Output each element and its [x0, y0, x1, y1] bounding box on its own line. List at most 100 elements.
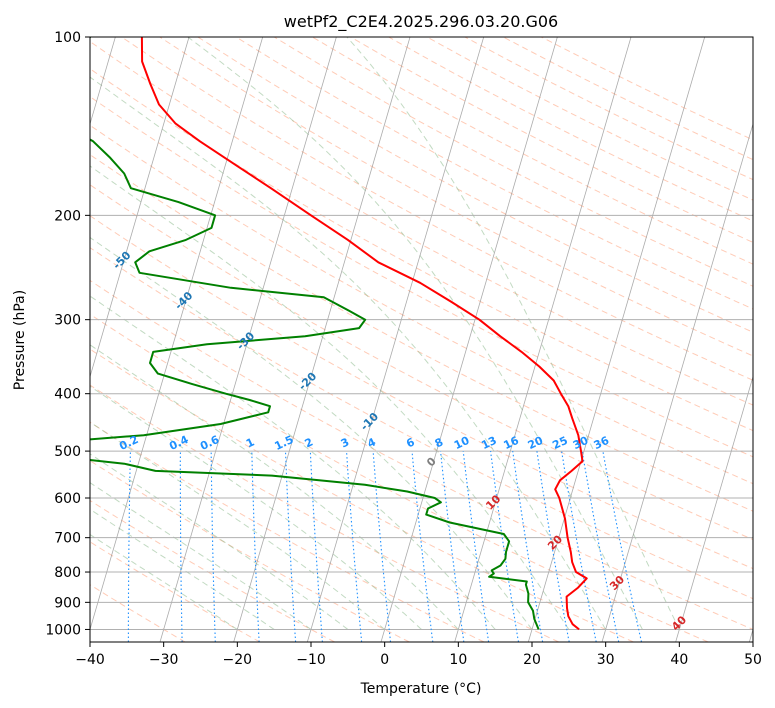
- isotherm-line: [306, 37, 485, 642]
- moist-adiabat: [187, 37, 643, 630]
- isotherm-label: -50: [110, 249, 133, 272]
- dry-adiabat: [388, 37, 753, 222]
- x-tick-label: 30: [597, 652, 615, 668]
- dry-adiabat: [90, 384, 559, 642]
- dry-adiabat: [197, 37, 753, 333]
- y-tick-label: 1000: [45, 622, 81, 638]
- dry-adiabat: [90, 421, 485, 642]
- mixing-ratio-line: [372, 451, 392, 642]
- y-tick-label: 500: [54, 444, 81, 460]
- mixing-ratio-line: [581, 451, 620, 642]
- x-tick-label: 50: [744, 652, 762, 668]
- dry-adiabat: [90, 541, 261, 642]
- x-tick-label: 20: [523, 652, 541, 668]
- isotherm-line: [90, 37, 190, 379]
- isotherm-label: -30: [234, 329, 257, 352]
- mixing-ratio-label: 36: [592, 434, 612, 452]
- mixing-ratio-line: [462, 451, 490, 642]
- moist-adiabat: [90, 482, 312, 630]
- mixing-ratio-label: 1: [244, 435, 256, 450]
- x-tick-label: 40: [670, 652, 688, 668]
- mixing-ratio-label: 0.4: [167, 433, 190, 453]
- isotherm-line: [601, 122, 753, 642]
- mixing-ratio-line: [512, 451, 544, 642]
- isotherm-line: [90, 37, 264, 631]
- mixing-ratio-label: 16: [502, 434, 522, 452]
- temperature-profile-line: [140, 37, 588, 631]
- dry-adiabat: [90, 247, 753, 600]
- moist-adiabat: [90, 508, 275, 630]
- mixing-ratio-line: [345, 451, 363, 642]
- dry-adiabat: [90, 499, 335, 642]
- y-tick-label: 600: [54, 491, 81, 507]
- moist-adiabat: [90, 76, 607, 630]
- isotherm-label: -40: [172, 289, 195, 312]
- dry-adiabat: [273, 37, 753, 287]
- mixing-ratio-line: [490, 451, 520, 642]
- isotherm-label: -10: [358, 410, 381, 433]
- x-tick-label: −40: [75, 652, 105, 668]
- dry-adiabat: [464, 37, 753, 181]
- y-axis-label: Pressure (hPa): [12, 290, 28, 390]
- isotherm-line: [527, 37, 706, 642]
- isotherm-label: 10: [483, 492, 503, 512]
- dry-adiabat: [90, 154, 753, 512]
- moist-adiabat: [90, 295, 496, 630]
- dewpoint-profile-line: [90, 37, 540, 630]
- isotherm-label: 40: [669, 613, 689, 633]
- mixing-ratio-label: 1.5: [272, 433, 295, 453]
- isotherm-label: 30: [607, 573, 627, 593]
- isotherm-line: [159, 37, 337, 642]
- isotherm-line: [454, 37, 632, 642]
- dry-adiabat: [90, 348, 634, 642]
- moist-adiabat: [90, 421, 385, 630]
- isotherm-line: [233, 37, 411, 642]
- isotherm-line: [380, 37, 558, 642]
- mixing-ratio-line: [439, 451, 465, 642]
- moist-adiabat: [346, 37, 680, 630]
- x-tick-label: −30: [149, 652, 179, 668]
- mixing-ratio-label: 0.6: [198, 433, 221, 453]
- dry-adiabat: [121, 37, 753, 381]
- dry-adiabat: [90, 584, 186, 642]
- mixing-ratio-label: 30: [571, 434, 591, 452]
- y-tick-label: 800: [54, 565, 81, 581]
- y-tick-label: 300: [54, 313, 81, 329]
- x-tick-label: 0: [380, 652, 389, 668]
- dry-adiabat: [502, 37, 753, 161]
- mixing-ratio-label: 4: [365, 435, 378, 450]
- y-tick-label: 700: [54, 531, 81, 547]
- mixing-ratio-line: [561, 451, 597, 642]
- isopleth-labels: 0.2 0.4 0.6 1 1.5 2 3 4 6 8 10 13 16 20 25 30 36-50-40-3…: [110, 249, 689, 634]
- dry-adiabat: [90, 124, 753, 485]
- background-grid: [90, 37, 753, 642]
- dry-adiabat: [90, 184, 753, 541]
- mixing-ratio-label: 6: [404, 435, 417, 450]
- dry-adiabat: [235, 37, 753, 310]
- dry-adiabat: [350, 37, 753, 243]
- isotherm-label: -20: [296, 369, 319, 392]
- moist-adiabat: [90, 533, 238, 630]
- x-tick-label: −20: [223, 652, 253, 668]
- chart-title: wetPf2_C2E4.2025.296.03.20.G06: [284, 12, 558, 32]
- isotherm-label: 20: [545, 532, 565, 552]
- mixing-ratio-line: [602, 451, 643, 642]
- dry-adiabat: [90, 96, 753, 458]
- dry-adiabat: [90, 313, 709, 642]
- dry-adiabat: [90, 460, 410, 642]
- x-axis-label: Temperature (°C): [360, 681, 482, 697]
- moist-adiabat: [90, 453, 349, 630]
- isotherm-line: [675, 375, 753, 642]
- mixing-ratio-line: [411, 451, 434, 642]
- y-tick-label: 200: [54, 208, 81, 224]
- y-tick-label: 900: [54, 595, 81, 611]
- dry-adiabat: [312, 37, 753, 265]
- dry-adiabat: [541, 37, 753, 141]
- isotherm-label: 0: [424, 454, 439, 469]
- axes: −40 −30 −20 −10 0 10 20 30 40 5010020030040050060…: [45, 30, 762, 668]
- y-tick-label: 100: [54, 30, 81, 46]
- dry-adiabat: [90, 279, 753, 630]
- mixing-ratio-label: 20: [526, 434, 546, 452]
- mixing-ratio-line: [284, 451, 297, 642]
